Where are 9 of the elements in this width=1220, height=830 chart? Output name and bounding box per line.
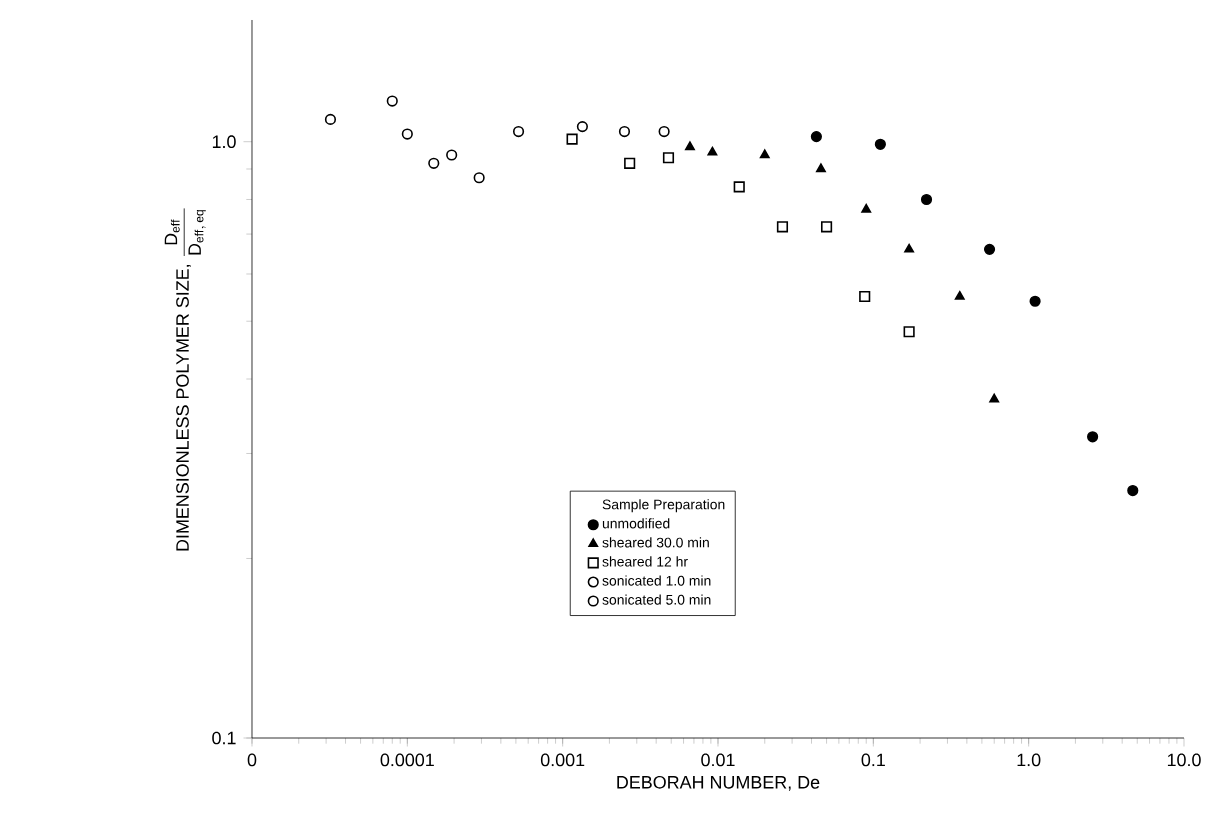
y-axis-title: $\mbox{DIMENSIONLESS POLYMER SIZE, } \frac{\mathrm{D_{eff}}}{\mathrm{D_{eff,\,eq}}}$	[164, 208, 206, 551]
x-axis-title: DEBORAH NUMBER, De	[617, 775, 820, 791]
x-tick-label: 0.0001	[380, 753, 434, 767]
x-tick-label: 1.0	[1017, 753, 1041, 767]
x-tick-label: 0.001	[540, 753, 585, 767]
x-tick-label: 0.1	[861, 753, 885, 767]
x-tick-label: 0	[247, 753, 257, 767]
x-tick-label: 10.0	[1167, 753, 1201, 767]
x-tick-label: 0.01	[701, 753, 735, 767]
